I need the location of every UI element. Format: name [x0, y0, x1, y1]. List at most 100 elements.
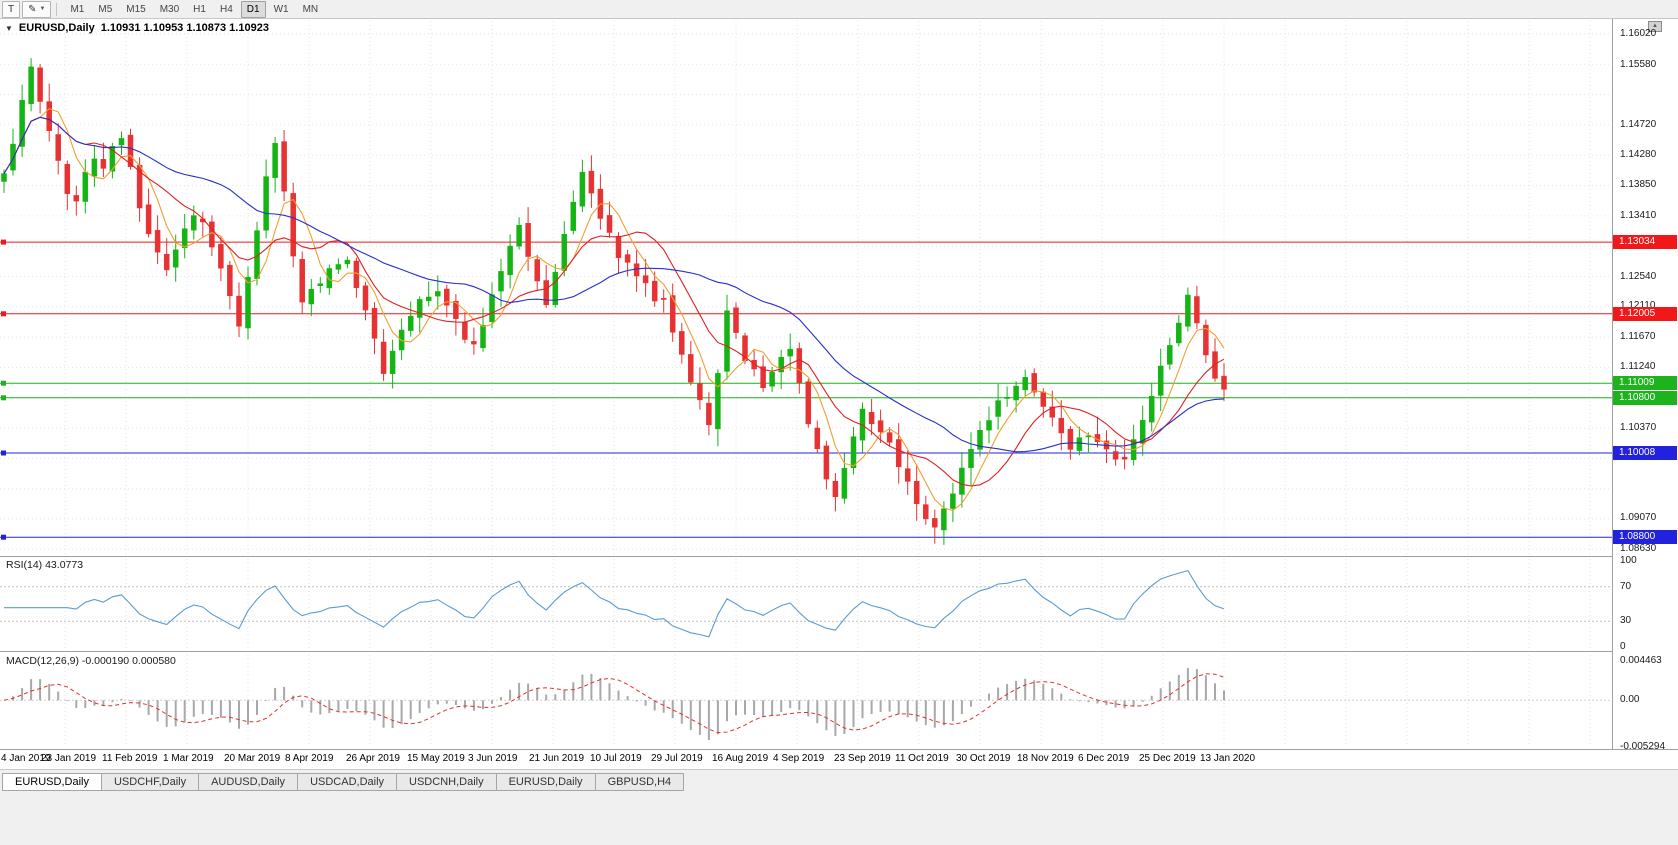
- candle: [633, 250, 640, 292]
- chart-tab-2[interactable]: USDCHF,Daily: [100, 773, 200, 791]
- chart-tab-6[interactable]: EURUSD,Daily: [495, 773, 596, 791]
- candle: [706, 392, 712, 436]
- candle: [1203, 319, 1209, 363]
- toolbar-separator: [56, 2, 58, 16]
- candle: [1148, 382, 1155, 432]
- candle: [335, 258, 342, 274]
- price-chart-canvas[interactable]: [0, 19, 1612, 556]
- candle: [1139, 405, 1146, 456]
- price-level-badge-1.13034: 1.13034: [1613, 235, 1677, 249]
- price-axis-tick: 1.11240: [1620, 361, 1656, 372]
- candle: [1031, 368, 1037, 397]
- candle: [868, 398, 875, 436]
- candle: [380, 329, 387, 382]
- candle: [913, 464, 920, 521]
- timeframe-button-m5[interactable]: M5: [98, 3, 113, 15]
- candle: [163, 238, 170, 277]
- level-handle[interactable]: [1, 450, 6, 456]
- level-handle[interactable]: [1, 534, 6, 540]
- candle: [1221, 363, 1227, 401]
- candle: [82, 159, 89, 214]
- candle: [416, 296, 423, 333]
- price-axis-tick: 1.13850: [1620, 179, 1657, 190]
- time-axis-label: 4 Jan 2019: [1, 753, 51, 764]
- chart-tab-4[interactable]: USDCAD,Daily: [297, 773, 398, 791]
- candle: [904, 450, 911, 495]
- price-axis-tick: 1.15580: [1620, 59, 1657, 70]
- candle: [489, 282, 495, 329]
- macd-indicator-canvas[interactable]: [0, 653, 1612, 749]
- level-handle[interactable]: [1, 311, 6, 317]
- collapse-icon[interactable]: ▼: [5, 23, 13, 33]
- medium-ma-line: [3, 116, 1225, 487]
- timeframe-button-d1[interactable]: D1: [240, 0, 266, 18]
- price-axis-tick: 1.08630: [1620, 543, 1657, 554]
- drawing-tool-button[interactable]: ✎ ▼: [22, 0, 52, 18]
- time-axis-label: 23 Sep 2019: [834, 753, 891, 764]
- panel-separator[interactable]: [0, 556, 1678, 557]
- candle: [272, 136, 278, 193]
- candle: [453, 294, 459, 336]
- candle: [624, 249, 631, 277]
- slow-ma-line: [3, 116, 1225, 453]
- chart-tab-3[interactable]: AUDUSD,Daily: [198, 773, 299, 791]
- price-level-badge-1.10008: 1.10008: [1613, 446, 1677, 460]
- candle: [263, 159, 269, 239]
- timeframe-button-h4[interactable]: H4: [219, 3, 233, 15]
- time-axis[interactable]: 4 Jan 2019 23 Jan 2019 11 Feb 2019 1 Mar 20…: [0, 750, 1612, 768]
- timeframe-button-w1[interactable]: W1: [273, 3, 289, 15]
- timeframe-button-h1[interactable]: H1: [193, 3, 206, 15]
- candle: [181, 213, 188, 259]
- candle: [841, 453, 848, 504]
- price-axis-tick: 1.13410: [1620, 210, 1657, 221]
- candle: [389, 339, 396, 389]
- cursor-tool-button[interactable]: T: [2, 0, 21, 18]
- chart-window[interactable]: ▲ ▼ EURUSD,Daily 1.10931 1.10953 1.10873…: [0, 19, 1678, 768]
- time-axis-label: 16 Aug 2019: [712, 753, 769, 764]
- candle: [932, 509, 938, 544]
- timeframe-button-m30[interactable]: M30: [159, 3, 180, 15]
- candle: [19, 84, 25, 157]
- timeframe-button-m1[interactable]: M1: [70, 3, 85, 15]
- chart-tab-5[interactable]: USDCNH,Daily: [396, 773, 497, 791]
- macd-label: MACD(12,26,9) -0.000190 0.000580: [6, 655, 176, 667]
- price-axis-tick: 1.10370: [1620, 422, 1657, 433]
- candle: [886, 427, 893, 447]
- time-axis-label: 26 Apr 2019: [346, 753, 400, 764]
- time-axis-label: 11 Feb 2019: [102, 753, 158, 764]
- candle: [55, 123, 61, 175]
- candle: [100, 142, 107, 177]
- chart-title: ▼ EURUSD,Daily 1.10931 1.10953 1.10873 1…: [5, 22, 269, 34]
- candle: [995, 384, 1001, 430]
- candle: [552, 263, 559, 308]
- candle: [642, 258, 649, 297]
- candle: [362, 281, 369, 321]
- timeframe-group: M1 M5 M15 M30 H1 H4 D1 W1 MN: [62, 0, 324, 18]
- scrollbar-thumb[interactable]: ▲: [1648, 21, 1662, 32]
- chart-tab-1[interactable]: EURUSD,Daily: [2, 773, 102, 791]
- level-handle[interactable]: [1, 380, 6, 386]
- price-axis-tick: 1.14280: [1620, 149, 1657, 160]
- candle: [660, 289, 667, 313]
- candle: [877, 409, 884, 443]
- candle: [290, 182, 296, 268]
- candle: [742, 332, 748, 365]
- macd-axis-tick: -0.005294: [1620, 741, 1666, 752]
- candle: [245, 266, 251, 340]
- candle: [579, 159, 586, 212]
- chart-tab-7[interactable]: GBPUSD,H4: [594, 773, 685, 791]
- level-handle[interactable]: [1, 239, 6, 245]
- price-axis-tick: 1.11670: [1620, 331, 1656, 342]
- time-axis-label: 21 Jun 2019: [529, 753, 585, 764]
- panel-separator[interactable]: [0, 651, 1678, 652]
- timeframe-button-m15[interactable]: M15: [126, 3, 146, 15]
- candle: [832, 473, 839, 512]
- fast-ma-line: [3, 108, 1225, 512]
- level-handle[interactable]: [1, 395, 6, 401]
- candle: [534, 254, 540, 291]
- rsi-indicator-canvas[interactable]: [0, 557, 1612, 650]
- candle: [615, 232, 622, 274]
- candle: [471, 327, 477, 355]
- candle: [10, 128, 16, 176]
- timeframe-button-mn[interactable]: MN: [302, 3, 319, 15]
